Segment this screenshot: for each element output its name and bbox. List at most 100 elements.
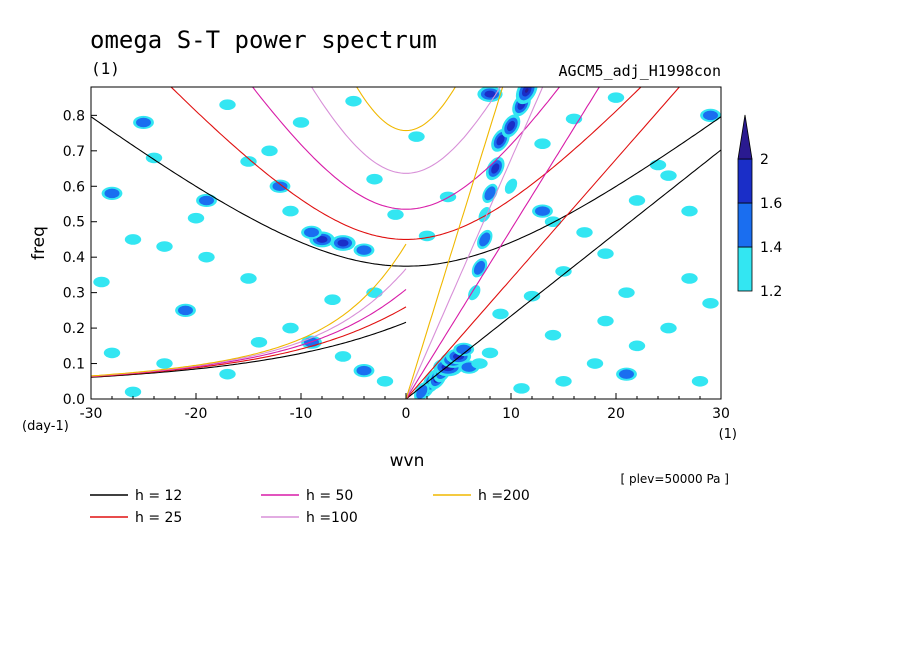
power-contour-52-level-1	[387, 209, 404, 220]
x-tick-label-4: 10	[502, 406, 520, 422]
colorbar-label-3: 2	[760, 152, 769, 168]
power-contour-31-level-1	[240, 156, 257, 167]
power-contour-17-level-3	[506, 120, 516, 132]
power-contour-72-level-1	[628, 340, 646, 352]
y-tick-label-3: 0.3	[63, 286, 85, 302]
y-axis: 0.0 0.1 0.2 0.3 0.4 0.5 0.6 0.7 0.8	[63, 108, 97, 408]
power-contour-64-level-2	[703, 110, 718, 121]
power-contour-39-level-1	[282, 322, 299, 334]
power-contour-79-level-1	[607, 92, 625, 103]
power-contour-35-level-1	[124, 234, 142, 245]
power-contour-22-level-1	[478, 207, 491, 223]
y-unit-label: (day-1)	[22, 419, 69, 434]
colorbar-label-2: 1.6	[760, 196, 782, 212]
power-contour-23-level-1	[504, 178, 518, 194]
power-contour-44-level-1	[219, 368, 236, 380]
power-contour-29-level-1	[282, 205, 299, 217]
power-contour-85-level-1	[240, 273, 257, 284]
chart-subtitle-left: (1)	[91, 59, 120, 78]
power-contour-25-level-3	[337, 239, 349, 247]
power-contour-84-level-1	[93, 276, 110, 288]
power-contour-65-level-1	[649, 159, 667, 171]
power-contour-21-level-1	[468, 285, 481, 301]
power-contours	[93, 87, 721, 399]
power-contour-73-level-1	[660, 322, 677, 334]
power-contour-14-level-2	[484, 186, 496, 201]
y-tick-label-4: 0.4	[63, 250, 85, 266]
power-contour-10-level-1	[471, 358, 488, 369]
power-contour-36-level-2	[104, 188, 120, 199]
y-tick-label-0: 0.0	[63, 392, 85, 408]
power-contour-50-level-1	[345, 95, 362, 107]
y-tick-label-1: 0.1	[63, 357, 85, 373]
dispersion-curves	[91, 87, 721, 399]
legend: h = 12 h = 25 h = 50 h =100 h =200	[90, 488, 530, 526]
y-tick-label-7: 0.7	[63, 144, 85, 160]
curve-inertia-gravity-h50	[251, 87, 561, 210]
x-tick-label-6: 30	[712, 406, 730, 422]
x-tick-label-2: -10	[290, 406, 313, 422]
power-contour-45-level-1	[250, 336, 268, 348]
power-contour-71-level-1	[586, 358, 604, 369]
power-contour-55-level-1	[408, 131, 425, 142]
power-contour-83-level-1	[156, 358, 173, 369]
legend-label-0: h = 12	[135, 488, 182, 504]
power-contour-81-level-1	[103, 347, 121, 359]
plot-background	[91, 87, 721, 399]
y-tick-label-8: 0.8	[63, 108, 85, 124]
x-axis: -30 -20 -10 0 10 20 30	[80, 393, 730, 422]
power-contour-48-level-1	[219, 99, 236, 111]
y-tick-label-6: 0.6	[63, 179, 85, 195]
power-contour-37-level-2	[178, 305, 193, 316]
power-contour-11-level-1	[481, 347, 499, 359]
legend-label-3: h =100	[306, 510, 358, 526]
colorbar-swatch-0	[737, 246, 753, 292]
colorbar-swatch-1	[737, 202, 753, 248]
curve-mixed-rossby-gravity-h12	[91, 321, 407, 378]
power-contour-24-level-3	[316, 235, 328, 243]
x-unit-label: (1)	[719, 427, 737, 442]
power-contour-59-level-1	[576, 227, 593, 238]
curve-mixed-rossby-gravity-h25	[91, 306, 407, 378]
curve-mixed-rossby-gravity-h200	[91, 243, 407, 377]
power-contour-75-level-2	[619, 369, 634, 379]
power-contour-66-level-1	[555, 266, 572, 277]
power-contour-62-level-1	[660, 170, 677, 181]
y-tick-label-5: 0.5	[63, 215, 85, 231]
x-tick-label-1: -20	[185, 406, 208, 422]
power-contour-47-level-1	[145, 152, 163, 164]
power-contour-74-level-1	[691, 375, 709, 387]
power-contour-53-level-1	[418, 230, 436, 242]
power-contour-57-level-2	[535, 206, 550, 216]
colorbar-swatch-2	[737, 158, 753, 204]
power-contour-88-level-1	[597, 315, 614, 327]
power-contour-67-level-1	[523, 290, 541, 302]
curve-inertia-gravity-h12	[91, 116, 721, 267]
power-contour-33-level-1	[187, 212, 205, 224]
colorbar-label-1: 1.4	[760, 240, 782, 256]
legend-label-1: h = 25	[135, 510, 182, 526]
power-contour-30-level-1	[261, 145, 278, 157]
power-contour-16-level-3	[496, 135, 505, 146]
curve-kelvin-h200	[405, 87, 504, 399]
x-tick-label-3: 0	[402, 406, 411, 422]
power-contour-26-level-2	[356, 245, 372, 255]
curve-kelvin-h50	[405, 87, 600, 399]
power-contour-41-level-1	[334, 351, 352, 362]
curve-kelvin-h100	[405, 87, 544, 399]
legend-label-2: h = 50	[306, 488, 353, 504]
chart-subtitle-right: AGCM5_adj_H1998con	[558, 62, 721, 80]
power-contour-70-level-1	[544, 329, 562, 341]
power-contour-51-level-1	[366, 173, 383, 185]
power-contour-20-level-3	[484, 90, 496, 98]
curve-kelvin-h12	[405, 149, 721, 399]
power-contour-12-level-2	[473, 260, 486, 275]
y-axis-label: freq	[29, 226, 49, 260]
power-contour-43-level-1	[376, 375, 394, 387]
x-axis-label: wvn	[390, 451, 425, 471]
power-contour-38-level-1	[198, 251, 215, 263]
power-contour-76-level-1	[555, 375, 572, 387]
power-contour-13-level-2	[479, 232, 491, 247]
power-contour-63-level-1	[681, 205, 698, 217]
power-contour-7-level-2	[456, 344, 472, 355]
